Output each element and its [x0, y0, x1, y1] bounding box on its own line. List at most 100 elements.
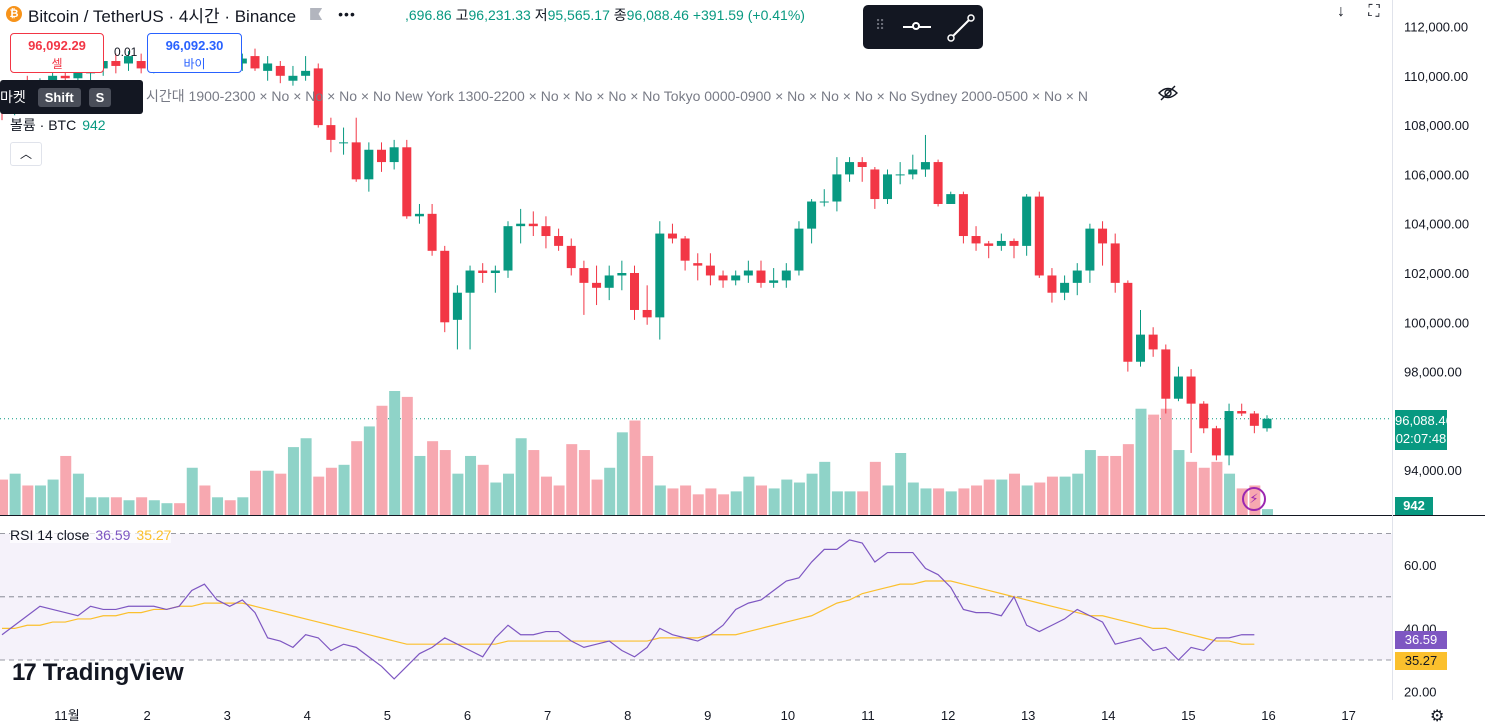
sell-label: 셀: [51, 57, 63, 71]
volume-bar: [515, 438, 527, 515]
horizontal-line-tool-icon[interactable]: [903, 22, 931, 30]
volume-bar: [540, 476, 552, 515]
volume-bar: [629, 420, 641, 515]
candle-body: [743, 270, 753, 276]
more-options-icon[interactable]: •••: [338, 6, 356, 22]
volume-bar: [578, 450, 590, 515]
volume-bar: [148, 500, 160, 515]
buy-price: 96,092.30: [165, 38, 224, 53]
volume-bar: [1135, 408, 1147, 515]
volume-bar: [503, 473, 514, 515]
candle-body: [667, 233, 677, 239]
volume-bar: [743, 476, 755, 515]
rsi-ma-line: [2, 580, 1255, 645]
volume-bar: [363, 426, 375, 515]
candle-body: [377, 149, 386, 163]
volume-bar: [781, 479, 793, 515]
volume-bar: [756, 485, 767, 515]
candle-body: [1136, 334, 1145, 362]
volume-bar: [604, 467, 616, 515]
candle-body: [1098, 228, 1108, 244]
candle-body: [48, 75, 58, 84]
candle-body: [490, 270, 500, 273]
symbol-title[interactable]: Bitcoin / TetherUS · 4시간 · Binance: [28, 6, 297, 26]
drawing-toolbar[interactable]: ⠿: [863, 5, 983, 49]
volume-bar: [275, 473, 287, 515]
last-price-tag: 96,088.46 02:07:48: [1395, 410, 1453, 450]
price-tick-label: 100,000.00: [1404, 315, 1469, 330]
sessions-legend[interactable]: 시간대 1900-2300 × No × No × No × No New Yo…: [146, 88, 1088, 104]
symbol-header[interactable]: ₿ Bitcoin / TetherUS · 4시간 · Binance •••: [6, 3, 356, 26]
candle-body: [592, 282, 602, 288]
time-tick-label: 11: [861, 708, 875, 723]
volume-bar: [47, 479, 59, 515]
candle-body: [655, 233, 665, 318]
time-tick-label: 13: [1021, 708, 1035, 723]
bitcoin-icon: ₿: [6, 6, 22, 22]
low-label: 저: [534, 7, 548, 23]
candle-body: [819, 201, 829, 203]
shortcut-key-shift: Shift: [37, 87, 81, 107]
volume-bar: [553, 485, 565, 515]
candle-body: [275, 65, 285, 76]
candle-body: [541, 226, 551, 237]
volume-bar: [591, 479, 603, 515]
drag-handle-icon[interactable]: ⠿: [875, 17, 886, 33]
candle-body: [124, 56, 133, 64]
price-tick-label: 110,000.00: [1404, 69, 1468, 84]
volume-bar: [793, 482, 805, 515]
rsi-label: RSI 14 close: [10, 527, 90, 543]
candle-body: [465, 270, 475, 293]
buy-button[interactable]: 96,092.30 바이: [147, 33, 242, 73]
price-tick-label: 112,000.00: [1404, 20, 1468, 35]
rsi-tick-label: 20.00: [1404, 685, 1437, 700]
volume-bar: [907, 482, 919, 515]
candle-body: [136, 61, 146, 69]
price-tick-label: 104,000.00: [1404, 217, 1469, 232]
collapse-button[interactable]: ︿: [10, 142, 42, 166]
candle-body: [478, 270, 488, 273]
candle-body: [1060, 282, 1070, 293]
volume-bar: [237, 497, 249, 515]
volume-legend[interactable]: 볼륨 · BTC 942: [10, 115, 106, 135]
hide-eye-icon[interactable]: [1158, 84, 1178, 105]
chevron-up-icon: ︿: [19, 147, 32, 161]
rsi-ma-tag: 35.27: [1395, 652, 1447, 670]
candle-body: [1186, 376, 1196, 404]
volume-bar: [831, 491, 843, 515]
download-icon[interactable]: ↓: [1337, 3, 1345, 20]
candle-body: [339, 142, 349, 144]
candle-body: [756, 270, 766, 283]
volume-bar: [401, 396, 413, 515]
candle-body: [414, 213, 424, 217]
flag-icon[interactable]: [310, 8, 323, 20]
settings-gear-icon[interactable]: ⚙: [1430, 708, 1445, 725]
candle-body: [313, 68, 323, 126]
candle-body: [288, 75, 298, 81]
volume-bar: [490, 482, 502, 515]
candle-body: [452, 292, 462, 320]
volume-bar: [477, 464, 489, 515]
rsi-legend[interactable]: RSI 14 close 36.59 35.27: [10, 527, 172, 543]
lightning-icon[interactable]: ⚡: [1242, 487, 1266, 511]
candle-body: [895, 174, 905, 176]
price-tick-label: 102,000.00: [1404, 266, 1469, 281]
fullscreen-icon[interactable]: ⛶: [1368, 3, 1380, 20]
volume-bar: [1262, 509, 1273, 515]
candle-body: [60, 75, 70, 79]
volume-bar: [376, 405, 388, 515]
ohlc-values: ,696.86 고96,231.33 저95,565.17 종96,088.46…: [405, 5, 805, 25]
volume-bar: [1097, 455, 1109, 515]
time-tick-label: 4: [304, 708, 311, 723]
volume-bar: [22, 485, 34, 515]
trend-line-tool-icon[interactable]: [947, 14, 975, 42]
volume-bar: [465, 455, 477, 515]
candle-body: [250, 56, 260, 69]
shortcut-key-s: S: [88, 87, 112, 107]
volume-bar: [1046, 476, 1058, 515]
volume-bar: [300, 438, 312, 515]
candle-body: [1085, 228, 1095, 271]
sell-button[interactable]: 96,092.29 셀: [10, 33, 104, 73]
candle-body: [908, 169, 918, 175]
